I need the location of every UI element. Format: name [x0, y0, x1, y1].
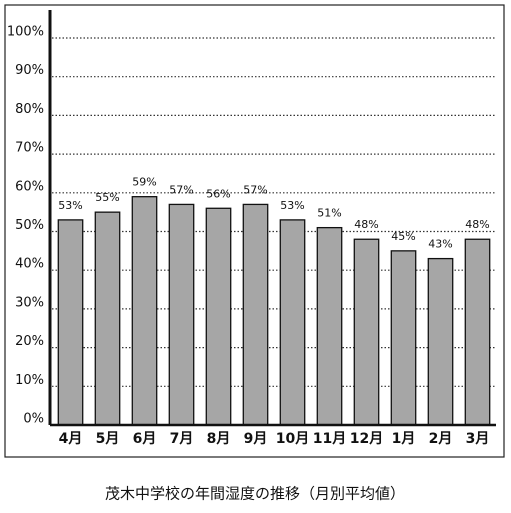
x-tick-label: 12月 — [350, 431, 383, 447]
y-tick-label: 100% — [7, 25, 44, 40]
y-tick-label: 40% — [15, 257, 44, 272]
value-label: 57% — [169, 183, 193, 196]
bar — [279, 219, 306, 426]
value-label: 56% — [206, 187, 230, 200]
x-tick-label: 7月 — [170, 431, 194, 447]
y-tick-label: 70% — [15, 141, 44, 156]
chart-title: 茂木中学校の年間湿度の推移（月別平均値） — [105, 485, 405, 503]
bar — [242, 203, 269, 426]
chart-frame — [4, 4, 505, 458]
value-label: 51% — [317, 207, 341, 220]
x-tick-label: 9月 — [244, 431, 268, 447]
x-tick-label: 3月 — [466, 431, 490, 447]
value-label: 43% — [428, 238, 452, 251]
value-label: 48% — [354, 218, 378, 231]
bar — [390, 250, 417, 426]
x-tick-label: 5月 — [96, 431, 120, 447]
bar — [205, 207, 232, 426]
bar — [131, 196, 158, 426]
y-tick-label: 50% — [15, 218, 44, 233]
value-label: 59% — [132, 176, 156, 189]
y-tick-label: 20% — [15, 334, 44, 349]
x-tick-label: 2月 — [429, 431, 453, 447]
x-tick-label: 8月 — [207, 431, 231, 447]
bar — [57, 219, 84, 426]
bar — [464, 238, 491, 426]
y-tick-label: 80% — [15, 102, 44, 117]
value-label: 45% — [391, 230, 415, 243]
bar — [94, 211, 121, 426]
y-tick-label: 90% — [15, 63, 44, 78]
y-tick-label: 0% — [23, 412, 44, 427]
x-tick-label: 11月 — [313, 431, 346, 447]
bar — [168, 203, 195, 426]
x-tick-label: 6月 — [133, 431, 157, 447]
y-tick-label: 60% — [15, 179, 44, 194]
value-label: 48% — [465, 218, 489, 231]
value-label: 55% — [95, 191, 119, 204]
x-tick-label: 10月 — [276, 431, 309, 447]
value-label: 53% — [58, 199, 82, 212]
y-tick-label: 10% — [15, 373, 44, 388]
bar — [427, 257, 454, 426]
bar — [316, 226, 343, 426]
bar — [353, 238, 380, 426]
x-tick-label: 1月 — [392, 431, 416, 447]
y-tick-label: 30% — [15, 295, 44, 310]
value-label: 53% — [280, 199, 304, 212]
value-label: 57% — [243, 183, 267, 196]
x-tick-label: 4月 — [59, 431, 83, 447]
